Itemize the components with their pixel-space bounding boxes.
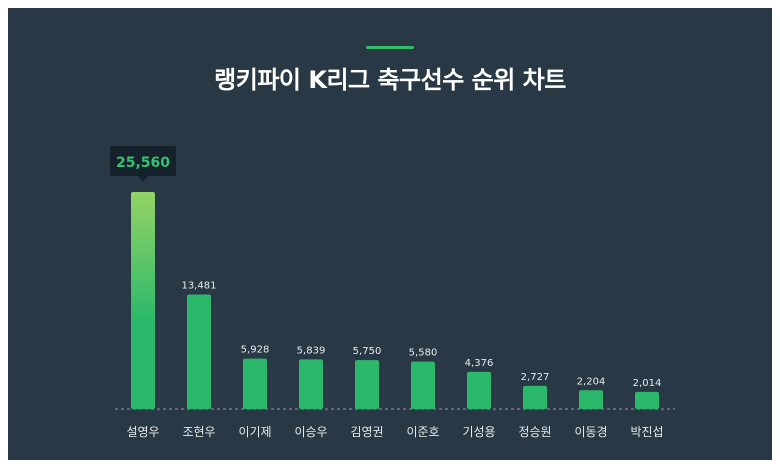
chart-title: 랭키파이 K리그 축구선수 순위 차트 <box>214 66 566 94</box>
value-label: 5,750 <box>353 346 382 357</box>
bar-박진섭 <box>635 391 659 409</box>
value-label: 25,560 <box>116 155 170 171</box>
category-label: 기성용 <box>462 425 495 439</box>
bar-이기제 <box>243 358 267 409</box>
category-label: 이기제 <box>238 425 271 439</box>
bar-김영권 <box>355 360 379 409</box>
category-label: 이준호 <box>406 425 439 439</box>
tooltip-pointer <box>138 176 148 182</box>
bar-이동경 <box>579 390 603 409</box>
category-label: 조현우 <box>182 425 215 439</box>
bar-정승원 <box>523 385 547 409</box>
category-label: 김영권 <box>350 425 383 439</box>
value-label: 13,481 <box>182 281 217 292</box>
category-label: 이동경 <box>574 425 607 439</box>
bar-설영우 <box>131 192 155 409</box>
bar-조현우 <box>187 294 211 409</box>
value-label: 2,014 <box>633 378 662 389</box>
bar-이승우 <box>299 359 323 409</box>
category-label: 설영우 <box>126 425 159 439</box>
value-label: 5,839 <box>297 345 326 356</box>
category-label: 정승원 <box>518 425 551 439</box>
value-label: 4,376 <box>465 358 494 369</box>
category-label: 박진섭 <box>630 425 663 439</box>
value-label: 2,204 <box>577 376 606 387</box>
bar-이준호 <box>411 361 435 409</box>
tooltip-box <box>110 146 176 176</box>
value-label: 5,928 <box>241 345 270 356</box>
category-label: 이승우 <box>294 425 327 439</box>
bar-기성용 <box>467 371 491 409</box>
value-label: 2,727 <box>521 372 550 383</box>
value-label: 5,580 <box>409 348 438 359</box>
tooltip: 25,560 <box>110 146 176 182</box>
title-accent-line <box>366 46 414 49</box>
